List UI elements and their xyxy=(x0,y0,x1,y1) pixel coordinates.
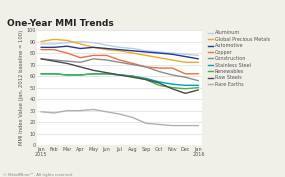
Y-axis label: MMI Index Value (Jan. 2012 baseline = 100): MMI Index Value (Jan. 2012 baseline = 10… xyxy=(19,30,23,145)
Text: © MetalMiner™. All rights reserved.: © MetalMiner™. All rights reserved. xyxy=(3,173,73,177)
Legend: Aluminum, Global Precious Metals, Automotive, Copper, Construction, Stainless St: Aluminum, Global Precious Metals, Automo… xyxy=(208,30,270,87)
Text: One-Year MMI Trends: One-Year MMI Trends xyxy=(7,19,114,28)
